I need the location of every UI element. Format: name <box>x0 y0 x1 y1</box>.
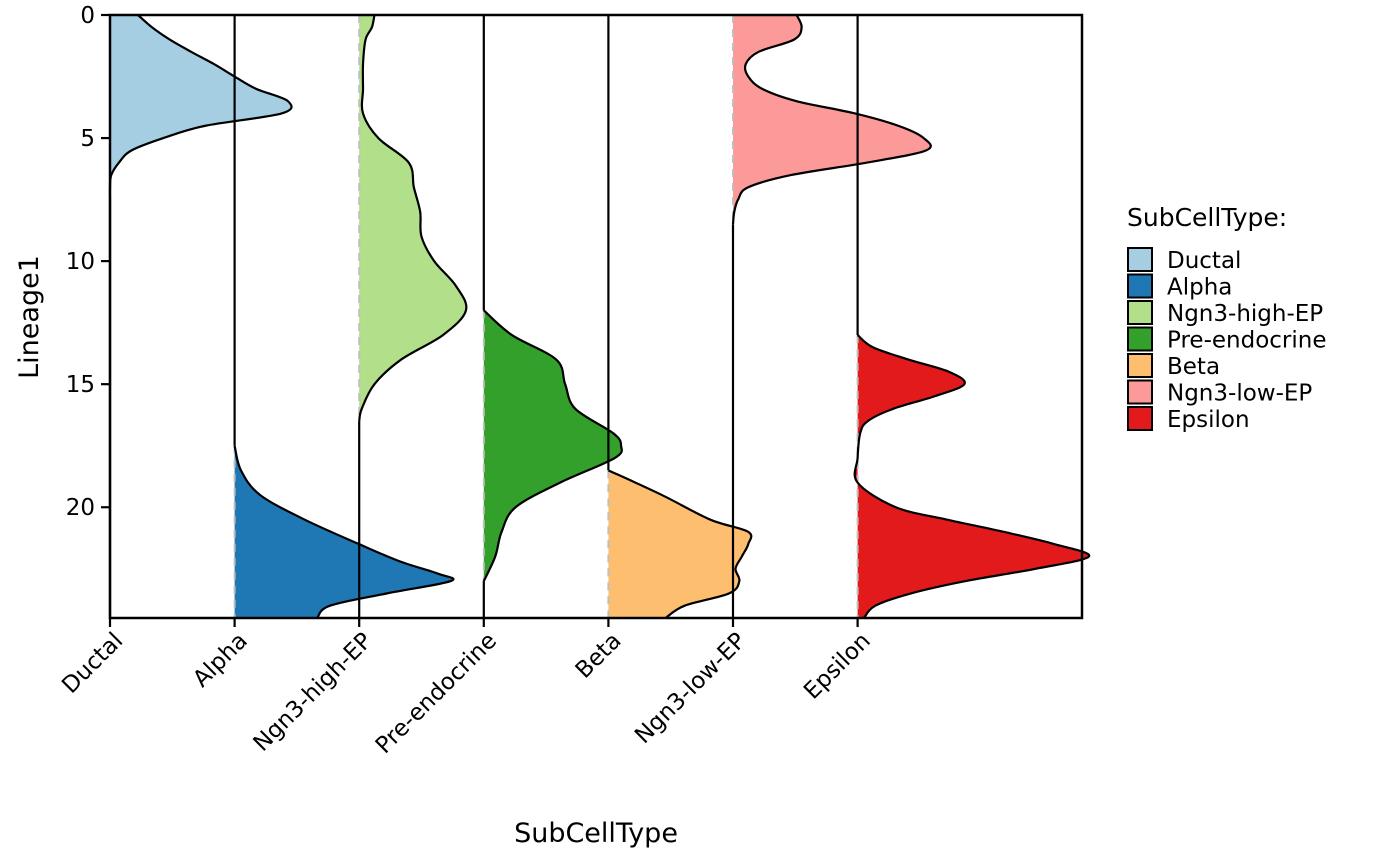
violin-alpha <box>233 15 455 619</box>
legend-item: Epsilon <box>1127 406 1250 433</box>
legend-item: Beta <box>1127 353 1220 380</box>
legend: SubCellType: DuctalAlphaNgn3-high-EPPre-… <box>1127 203 1326 433</box>
violin-outline <box>482 309 623 582</box>
legend-item: Ngn3-low-EP <box>1127 379 1312 407</box>
violin-outline <box>731 14 932 225</box>
violin-ngn3-high-ep <box>358 14 468 618</box>
violin-fill <box>854 334 1090 618</box>
violin-epsilon <box>853 15 1091 619</box>
violin-beta <box>607 15 753 619</box>
plot-panel-border <box>108 13 1084 620</box>
legend-item: Pre-endocrine <box>1127 326 1326 354</box>
violin-outline <box>853 334 1091 619</box>
violin-pre-endocrine <box>482 15 623 618</box>
legend-item: Alpha <box>1127 273 1232 301</box>
legend-label: Beta <box>1167 354 1220 380</box>
legend-label: Ngn3-high-EP <box>1167 301 1323 327</box>
y-tick-label: 5 <box>80 126 95 152</box>
violin-outline <box>358 14 468 422</box>
legend-swatch <box>1127 273 1153 299</box>
legend-swatch <box>1127 326 1153 352</box>
violin-fill <box>109 15 292 200</box>
legend-items: DuctalAlphaNgn3-high-EPPre-endocrineBeta… <box>1127 247 1326 433</box>
violin-fill <box>608 470 752 618</box>
legend-swatch <box>1127 247 1153 272</box>
x-axis-title: SubCellType <box>514 818 678 849</box>
legend-swatch <box>1127 379 1153 405</box>
violin-layer <box>108 14 1091 619</box>
y-tick-label: 10 <box>66 249 95 275</box>
violin-fill <box>234 445 454 618</box>
legend-label: Alpha <box>1167 275 1232 301</box>
legend-item: Ductal <box>1127 247 1241 274</box>
legend-swatch <box>1127 406 1153 431</box>
legend-label: Pre-endocrine <box>1167 328 1326 354</box>
violin-fill <box>733 15 931 225</box>
legend-item: Ngn3-high-EP <box>1127 300 1323 327</box>
y-axis: 0 5 10 15 20 <box>66 3 110 521</box>
y-tick-label: 15 <box>66 372 95 398</box>
y-tick-label: 20 <box>66 495 95 521</box>
legend-label: Ngn3-low-EP <box>1167 381 1312 407</box>
violin-outline <box>607 469 753 619</box>
violin-outline <box>108 14 293 200</box>
violin-outline <box>233 445 455 619</box>
legend-swatch <box>1127 353 1153 378</box>
violin-fill <box>483 310 622 582</box>
y-tick-label: 0 <box>80 3 95 29</box>
legend-title: SubCellType: <box>1127 203 1287 232</box>
legend-swatch <box>1127 300 1153 325</box>
y-axis-title: Lineage1 <box>14 255 45 379</box>
violin-fill <box>359 15 467 422</box>
legend-label: Ductal <box>1167 248 1241 274</box>
legend-label: Epsilon <box>1167 407 1250 433</box>
violin-ngn3-low-ep <box>731 14 932 618</box>
